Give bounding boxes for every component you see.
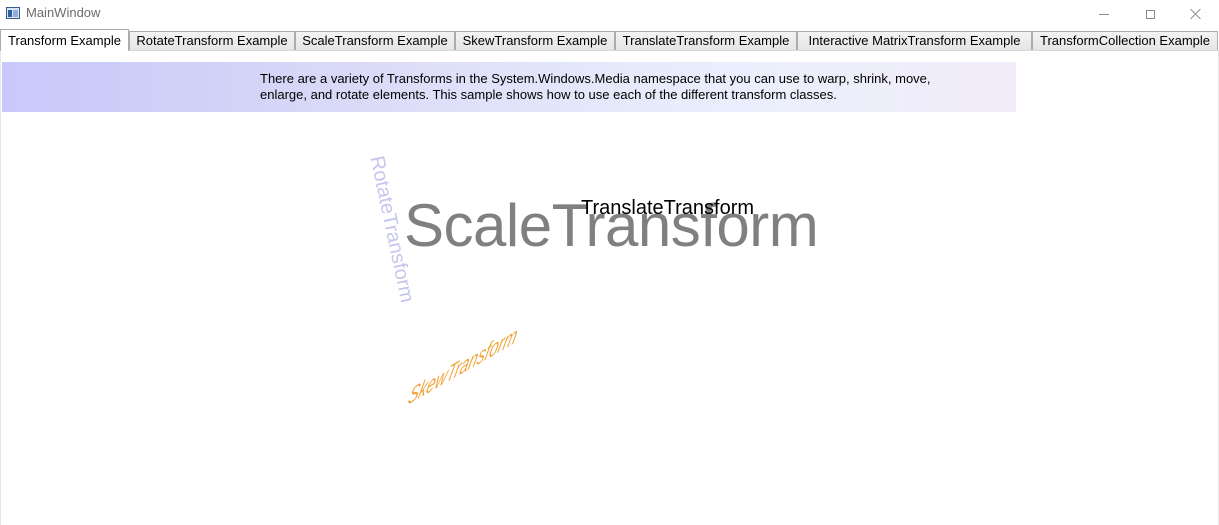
tab-interactive-matrixtransform-example[interactable]: Interactive MatrixTransform Example	[797, 31, 1032, 50]
tab-content-panel: There are a variety of Transforms in the…	[0, 51, 1219, 525]
tab-strip: Transform Example RotateTransform Exampl…	[0, 29, 1219, 51]
description-text: There are a variety of Transforms in the…	[260, 71, 931, 102]
tab-rotatetransform-example[interactable]: RotateTransform Example	[129, 31, 295, 50]
skew-transform-sample: SkewTransform	[405, 320, 521, 411]
close-button[interactable]	[1173, 0, 1219, 28]
tab-scaletransform-example[interactable]: ScaleTransform Example	[295, 31, 455, 50]
description-banner: There are a variety of Transforms in the…	[2, 62, 1016, 112]
app-window-icon	[6, 7, 20, 19]
translate-transform-sample: TranslateTransform	[581, 197, 755, 219]
tab-transform-example[interactable]: Transform Example	[0, 29, 129, 51]
scale-transform-sample: ScaleTransform	[404, 192, 819, 259]
close-icon	[1190, 8, 1202, 20]
title-bar[interactable]: MainWindow	[0, 0, 1219, 28]
tab-skewtransform-example[interactable]: SkewTransform Example	[455, 31, 615, 50]
maximize-button[interactable]	[1127, 0, 1173, 28]
minimize-icon	[1099, 13, 1109, 15]
maximize-icon	[1145, 9, 1155, 19]
tab-translatetransform-example[interactable]: TranslateTransform Example	[615, 31, 797, 50]
window-title: MainWindow	[26, 5, 101, 20]
tab-transformcollection-example[interactable]: TransformCollection Example	[1032, 31, 1218, 50]
minimize-button[interactable]	[1081, 0, 1127, 28]
